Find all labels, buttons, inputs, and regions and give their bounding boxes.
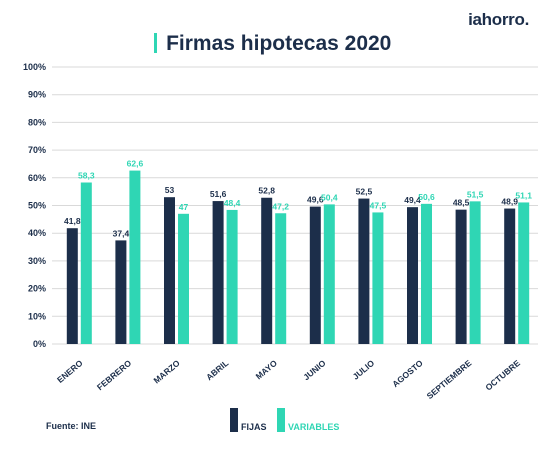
y-tick-label: 90% — [28, 90, 46, 100]
data-label-variables: 48,4 — [224, 198, 241, 208]
bar-fijas — [115, 240, 127, 344]
y-tick-label: 20% — [28, 284, 46, 294]
data-label-variables: 50,6 — [418, 192, 435, 202]
data-label-variables: 50,4 — [321, 192, 338, 202]
y-tick-label: 80% — [28, 117, 46, 127]
bar-variables — [421, 203, 432, 344]
x-tick-label: JUNIO — [301, 358, 328, 383]
data-label-fijas: 49,6 — [307, 195, 324, 205]
chart-title: Firmas hipotecas 2020 — [166, 32, 392, 55]
bar-fijas — [407, 207, 418, 344]
bar-variables — [275, 213, 287, 344]
x-tick-label: ENERO — [55, 358, 85, 385]
bar-fijas — [164, 197, 175, 344]
bar-variables — [469, 201, 481, 344]
bar-fijas — [309, 206, 321, 344]
data-label-fijas: 51,6 — [210, 189, 227, 199]
data-label-variables: 51,1 — [515, 190, 532, 200]
legend-swatch-variables — [277, 408, 285, 432]
data-label-variables: 47,5 — [370, 200, 387, 210]
x-tick-label: MARZO — [151, 358, 182, 386]
x-tick-label: FEBRERO — [95, 358, 134, 393]
title-area: Firmas hipotecas 2020 — [0, 32, 545, 56]
y-tick-label: 100% — [23, 62, 46, 72]
x-tick-label: AGOSTO — [390, 358, 425, 389]
x-tick-label: ABRIL — [204, 358, 230, 382]
data-label-variables: 47 — [179, 202, 189, 212]
legend-label-variables: VARIABLES — [288, 422, 340, 432]
bar-variables — [178, 213, 189, 344]
data-label-fijas: 37,4 — [113, 228, 130, 238]
data-label-fijas: 53 — [165, 185, 175, 195]
x-tick-label: MAYO — [254, 358, 280, 382]
source-note: Fuente: INE — [46, 421, 97, 431]
bar-fijas — [455, 209, 467, 344]
data-label-variables: 47,2 — [272, 201, 289, 211]
data-label-variables: 51,5 — [467, 189, 484, 199]
bar-fijas — [66, 228, 78, 344]
bar-variables — [129, 170, 141, 344]
y-tick-label: 70% — [28, 145, 46, 155]
y-tick-label: 50% — [28, 201, 46, 211]
bar-fijas — [212, 201, 224, 344]
bar-fijas — [261, 197, 273, 344]
bar-variables — [323, 204, 335, 344]
data-label-fijas: 52,8 — [258, 186, 275, 196]
y-tick-label: 10% — [28, 311, 46, 321]
data-label-variables: 58,3 — [78, 171, 95, 181]
data-label-fijas: 41,8 — [64, 216, 81, 226]
y-tick-label: 30% — [28, 256, 46, 266]
data-label-fijas: 48,5 — [453, 198, 470, 208]
brand-logo: iahorro. — [468, 10, 529, 29]
data-label-fijas: 52,5 — [356, 187, 373, 197]
x-tick-label: SEPTIEMBRE — [425, 358, 474, 401]
data-label-fijas: 48,9 — [501, 197, 518, 207]
legend-label-fijas: FIJAS — [241, 422, 267, 432]
bar-variables — [372, 212, 384, 344]
bar-variables — [518, 202, 530, 344]
bar-variables — [226, 209, 238, 344]
bar-fijas — [504, 208, 516, 344]
y-tick-label: 40% — [28, 228, 46, 238]
y-tick-label: 0% — [33, 339, 46, 349]
x-tick-label: OCTUBRE — [483, 358, 522, 393]
legend-swatch-fijas — [230, 408, 238, 432]
data-label-variables: 62,6 — [127, 159, 144, 169]
bar-fijas — [358, 198, 370, 344]
data-label-fijas: 49,4 — [404, 195, 421, 205]
y-tick-label: 60% — [28, 173, 46, 183]
bar-variables — [80, 182, 92, 344]
x-tick-label: JULIO — [351, 358, 377, 382]
title-accent-bar — [153, 33, 157, 53]
